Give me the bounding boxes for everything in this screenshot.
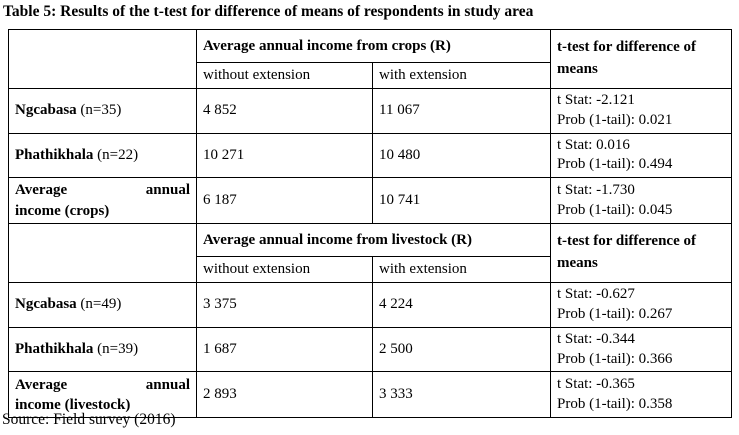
prob-value: Prob (1-tail): 0.494 [557, 156, 673, 173]
table-row-phathikhala-livestock: Phathikhala (n=39) 1 687 2 500 t Stat: -… [8, 326, 733, 373]
value-with-extension: 10 480 [371, 132, 552, 179]
label-line-2: income (livestock) [15, 396, 131, 413]
livestock-with-extension-header: with extension [371, 256, 552, 284]
ttest-result-cell: t Stat: -1.730 Prob (1-tail): 0.045 [550, 177, 733, 225]
table-row-ngcabasa-livestock: Ngcabasa (n=49) 3 375 4 224 t Stat: -0.6… [8, 282, 733, 328]
prob-value: Prob (1-tail): 0.021 [557, 111, 673, 128]
t-stat-value: t Stat: -0.627 [557, 286, 635, 303]
row-label: Ngcabasa (n=35) [8, 88, 197, 134]
livestock-ttest-header: t-test for difference of means [550, 223, 733, 284]
prob-value: Prob (1-tail): 0.045 [557, 201, 673, 218]
crops-without-extension-header: without extension [196, 62, 373, 89]
t-stat-value: t Stat: -2.121 [557, 92, 635, 108]
prob-value: Prob (1-tail): 0.267 [557, 305, 673, 322]
source-note: Source: Field survey (2016) [2, 411, 176, 428]
livestock-subheader-row: without extension with extension [9, 256, 732, 284]
value-without-extension: 1 687 [196, 326, 373, 373]
ttest-result-cell: t Stat: -0.344 Prob (1-tail): 0.366 [550, 326, 733, 373]
row-label: Phathikhala (n=22) [8, 132, 197, 179]
t-stat-value: t Stat: -1.730 [557, 181, 635, 198]
sample-size: (n=35) [80, 102, 122, 119]
table-row-phathikhala-crops: Phathikhala (n=22) 10 271 10 480 t Stat:… [8, 132, 733, 179]
prob-value: Prob (1-tail): 0.358 [557, 395, 673, 412]
crops-with-extension-header: with extension [371, 62, 552, 89]
value-without-extension: 2 893 [196, 371, 373, 419]
sample-size: (n=39) [97, 341, 139, 358]
ttest-result-cell: t Stat: -0.627 Prob (1-tail): 0.267 [550, 282, 733, 328]
label-word: Average [15, 182, 68, 199]
table-caption: Table 5: Results of the t-test for diffe… [3, 3, 534, 20]
label-word: annual [145, 182, 190, 199]
empty-corner-cell [8, 223, 197, 284]
value-without-extension: 6 187 [196, 177, 373, 225]
ttest-result-cell: t Stat: -2.121 Prob (1-tail): 0.021 [550, 88, 733, 134]
table-row-ngcabasa-crops: Ngcabasa (n=35) 4 852 11 067 t Stat: -2.… [8, 88, 733, 134]
label-line-2: income (crops) [15, 202, 110, 219]
ttest-result-cell: t Stat: -0.365 Prob (1-tail): 0.358 [550, 371, 733, 419]
t-stat-value: t Stat: -0.365 [557, 376, 635, 393]
village-name: Phathikhala [15, 341, 94, 358]
village-name: Phathikhala [15, 146, 94, 163]
village-name: Ngcabasa [15, 296, 77, 313]
row-label: Phathikhala (n=39) [8, 326, 197, 373]
label-word: Average [15, 376, 68, 393]
empty-corner-cell [8, 29, 197, 89]
village-name: Ngcabasa [15, 102, 77, 119]
sample-size: (n=22) [97, 146, 139, 163]
label-line-1: Average annual [15, 375, 190, 395]
value-with-extension: 11 067 [371, 88, 552, 134]
ttest-results-table: Average annual income from crops (R) t-t… [8, 29, 733, 419]
t-stat-value: t Stat: 0.016 [557, 136, 630, 153]
ttest-result-cell: t Stat: 0.016 Prob (1-tail): 0.494 [550, 132, 733, 179]
row-label: Average annual income (crops) [8, 177, 197, 225]
crops-ttest-header: t-test for difference of means [550, 29, 733, 89]
value-without-extension: 3 375 [196, 282, 373, 328]
value-without-extension: 4 852 [196, 88, 373, 134]
value-with-extension: 4 224 [371, 282, 552, 328]
livestock-group-header: Average annual income from livestock (R) [195, 223, 552, 258]
table-row-average-livestock: Average annual income (livestock) 2 893 … [8, 371, 733, 419]
prob-value: Prob (1-tail): 0.366 [557, 350, 673, 367]
crops-subheader-row: without extension with extension [9, 62, 732, 89]
crops-header-row: Average annual income from crops (R) t-t… [8, 29, 733, 89]
t-stat-value: t Stat: -0.344 [557, 330, 635, 347]
value-with-extension: 2 500 [371, 326, 552, 373]
livestock-header-row: Average annual income from livestock (R)… [8, 223, 733, 284]
label-line-1: Average annual [15, 180, 190, 200]
value-with-extension: 3 333 [371, 371, 552, 419]
row-label: Ngcabasa (n=49) [8, 282, 197, 328]
sample-size: (n=49) [80, 296, 122, 313]
table-row-average-crops: Average annual income (crops) 6 187 10 7… [8, 177, 733, 225]
value-with-extension: 10 741 [371, 177, 552, 225]
livestock-without-extension-header: without extension [196, 256, 373, 284]
crops-group-header: Average annual income from crops (R) [195, 29, 552, 63]
label-word: annual [145, 376, 190, 393]
value-without-extension: 10 271 [196, 132, 373, 179]
